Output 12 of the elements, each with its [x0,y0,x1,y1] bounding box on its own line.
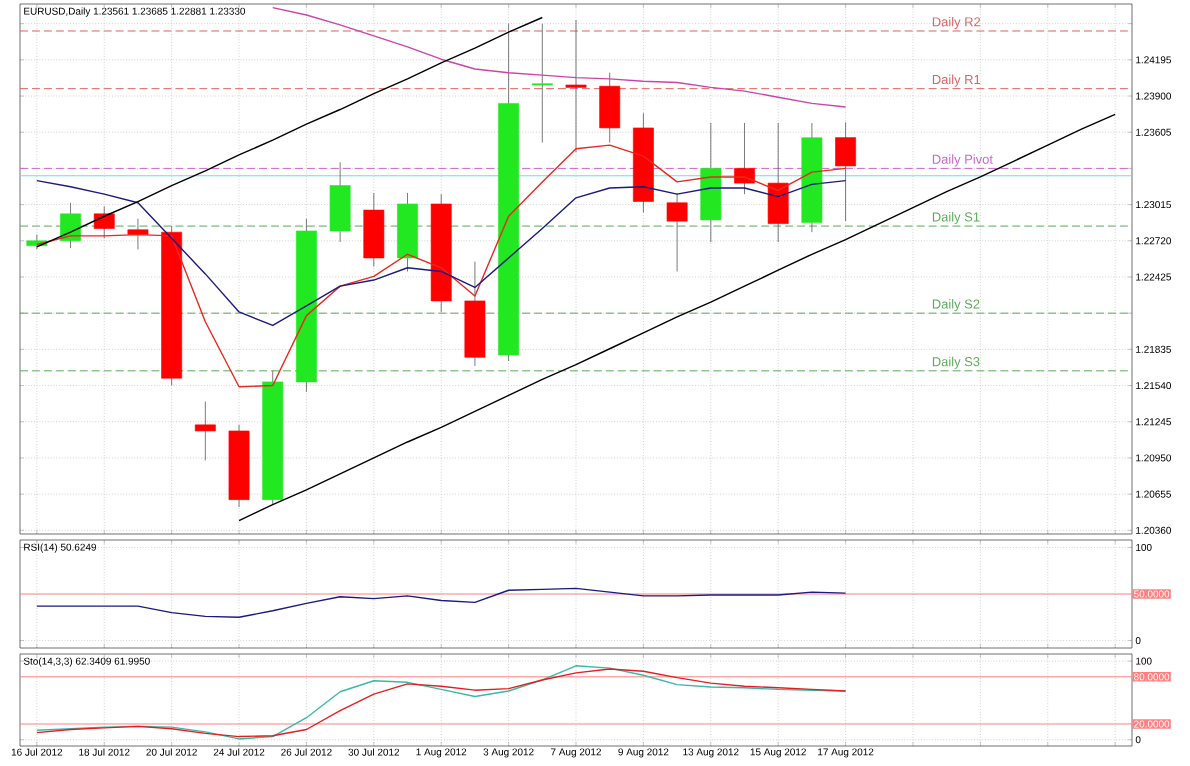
candlestick [93,206,115,239]
candlestick [767,122,789,243]
candlestick [599,72,621,144]
candlestick [565,19,587,153]
line-series [238,113,1116,522]
candlestick [734,122,755,195]
candlestick [363,192,385,267]
candlestick [194,401,216,461]
candlestick [835,121,856,222]
candlestick [329,161,351,243]
candlestick [666,192,688,272]
candlestick [531,23,553,144]
